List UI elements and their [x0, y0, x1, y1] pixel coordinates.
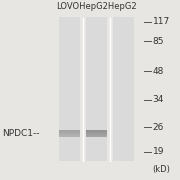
Text: 19: 19 [153, 147, 164, 156]
Text: 26: 26 [153, 123, 164, 132]
Text: 85: 85 [153, 37, 164, 46]
Text: 34: 34 [153, 95, 164, 104]
Text: LOVOHepG2HepG2: LOVOHepG2HepG2 [56, 1, 137, 10]
Text: 48: 48 [153, 67, 164, 76]
Text: (kD): (kD) [153, 165, 170, 174]
Text: 117: 117 [153, 17, 170, 26]
Text: NPDC1--: NPDC1-- [2, 129, 39, 138]
